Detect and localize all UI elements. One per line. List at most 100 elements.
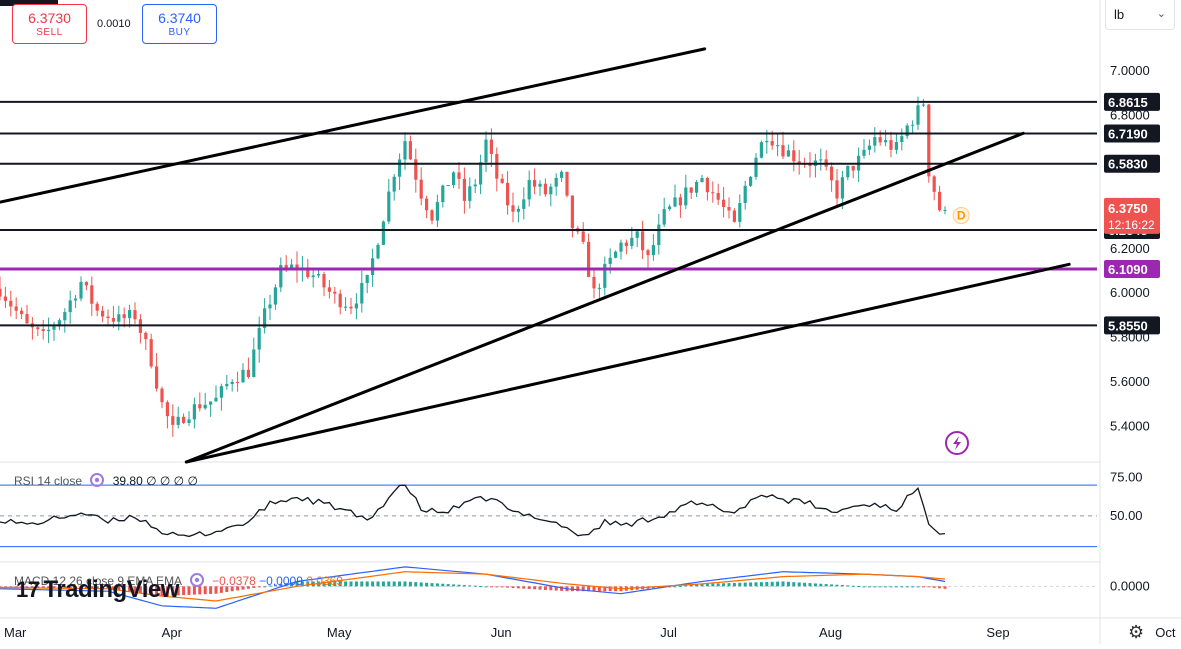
rsi-tick-label-0: 75.00: [1110, 469, 1143, 484]
candle-body: [371, 258, 375, 275]
macd-hist-bar: [279, 583, 283, 587]
time-label-aug: Aug: [819, 625, 842, 640]
macd-hist-bar: [257, 586, 261, 588]
candle-body: [830, 166, 834, 181]
macd-hist-bar: [473, 585, 477, 587]
candle-body: [279, 264, 283, 288]
candle-body: [889, 140, 893, 150]
candle-body: [695, 181, 699, 193]
marker-label-0: D: [957, 208, 966, 222]
macd-hist-bar: [387, 581, 391, 587]
macd-hist-bar: [786, 581, 790, 587]
candle-body: [106, 316, 110, 319]
macd-hist-bar: [894, 586, 898, 588]
macd-hist-bar: [576, 586, 580, 592]
macd-hist-bar: [522, 586, 526, 589]
candle-body: [225, 383, 229, 387]
candle-body: [603, 263, 607, 288]
candle-body: [290, 264, 294, 268]
candle-body: [435, 202, 439, 221]
macd-hist-bar: [921, 586, 925, 588]
macd-hist-bar: [398, 581, 402, 587]
candle-body: [943, 209, 947, 211]
macd-legend-name: MACD 12 26 close 9 EMA EMA: [14, 574, 182, 588]
candle-body: [392, 176, 396, 192]
macd-hist-bar: [111, 586, 115, 590]
macd-hist-bar: [727, 583, 731, 587]
macd-hist-bar: [516, 586, 520, 589]
candle-body: [916, 105, 920, 125]
macd-hist-bar: [527, 586, 531, 589]
macd-hist-bar: [819, 583, 823, 587]
macd-hist-bar: [14, 586, 18, 588]
candle-body: [263, 308, 267, 328]
unit-select[interactable]: lb ⌄: [1105, 0, 1175, 30]
candle-body: [560, 171, 564, 178]
macd-hist-bar: [246, 586, 250, 589]
candle-body: [738, 203, 742, 222]
spread-value: 0.0010: [97, 18, 131, 30]
macd-hist-bar: [765, 581, 769, 587]
candle-body: [565, 171, 569, 196]
candle-body: [47, 329, 51, 332]
candle-body: [14, 306, 18, 311]
candle-body: [819, 159, 823, 161]
candle-body: [581, 231, 585, 242]
macd-hist-bar: [435, 583, 439, 587]
macd-hist-bar: [792, 582, 796, 587]
macd-hist-bar: [57, 586, 61, 589]
macd-hist-bar: [484, 586, 488, 588]
candle-body: [246, 369, 250, 377]
macd-hist-bar: [824, 584, 828, 587]
macd-hist-bar: [835, 584, 839, 587]
macd-hist-bar: [344, 581, 348, 587]
price-tick-label-1: 6.8000: [1110, 108, 1150, 123]
macd-hist-bar: [700, 583, 704, 587]
macd-hist-bar: [479, 586, 483, 588]
candle-body: [630, 237, 634, 246]
candle-body: [214, 397, 218, 402]
candle-body: [36, 327, 40, 330]
candle-body: [295, 264, 299, 270]
candle-body: [257, 327, 261, 350]
macd-hist-bar: [349, 581, 353, 587]
macd-hist-bar: [938, 586, 942, 589]
macd-settings-icon[interactable]: [189, 572, 205, 588]
macd-hist-bar: [430, 583, 434, 587]
macd-hist-bar: [365, 581, 369, 587]
level-badge-0: [1104, 92, 1160, 111]
sell-label: SELL: [36, 27, 63, 38]
candle-body: [900, 136, 904, 143]
candle-body: [711, 192, 715, 194]
macd-hist-bar: [446, 584, 450, 587]
candle-body: [354, 303, 358, 309]
candle-body: [198, 404, 202, 409]
candle-body: [614, 251, 618, 258]
candle-body: [95, 303, 99, 311]
macd-hist-bar: [776, 581, 780, 587]
rsi-legend[interactable]: RSI 14 close 39.80 ∅ ∅ ∅ ∅: [14, 472, 198, 488]
candle-body: [549, 186, 553, 195]
candle-body: [716, 192, 720, 200]
rsi-settings-icon[interactable]: [89, 472, 105, 488]
candle-body: [398, 159, 402, 177]
candle-body: [932, 176, 936, 192]
gear-icon[interactable]: ⚙: [1128, 622, 1145, 642]
candle-body: [700, 177, 704, 182]
macd-legend[interactable]: MACD 12 26 close 9 EMA EMA −0.0378 −0.00…: [14, 572, 343, 588]
logo-mark: 17: [16, 577, 40, 602]
buy-price: 6.3740: [158, 10, 201, 26]
candle-body: [122, 314, 126, 319]
macd-hist-bar: [889, 586, 893, 588]
macd-hist-bar: [857, 586, 861, 588]
sell-button[interactable]: 6.3730 SELL: [12, 4, 87, 44]
level-label-4: 6.1090: [1108, 262, 1148, 277]
lightning-glyph: [953, 436, 961, 450]
macd-hist-bar: [0, 586, 2, 588]
candle-body: [3, 296, 7, 301]
buy-button[interactable]: 6.3740 BUY: [142, 4, 217, 44]
macd-hist-bar: [489, 586, 493, 588]
candle-body: [144, 332, 148, 340]
